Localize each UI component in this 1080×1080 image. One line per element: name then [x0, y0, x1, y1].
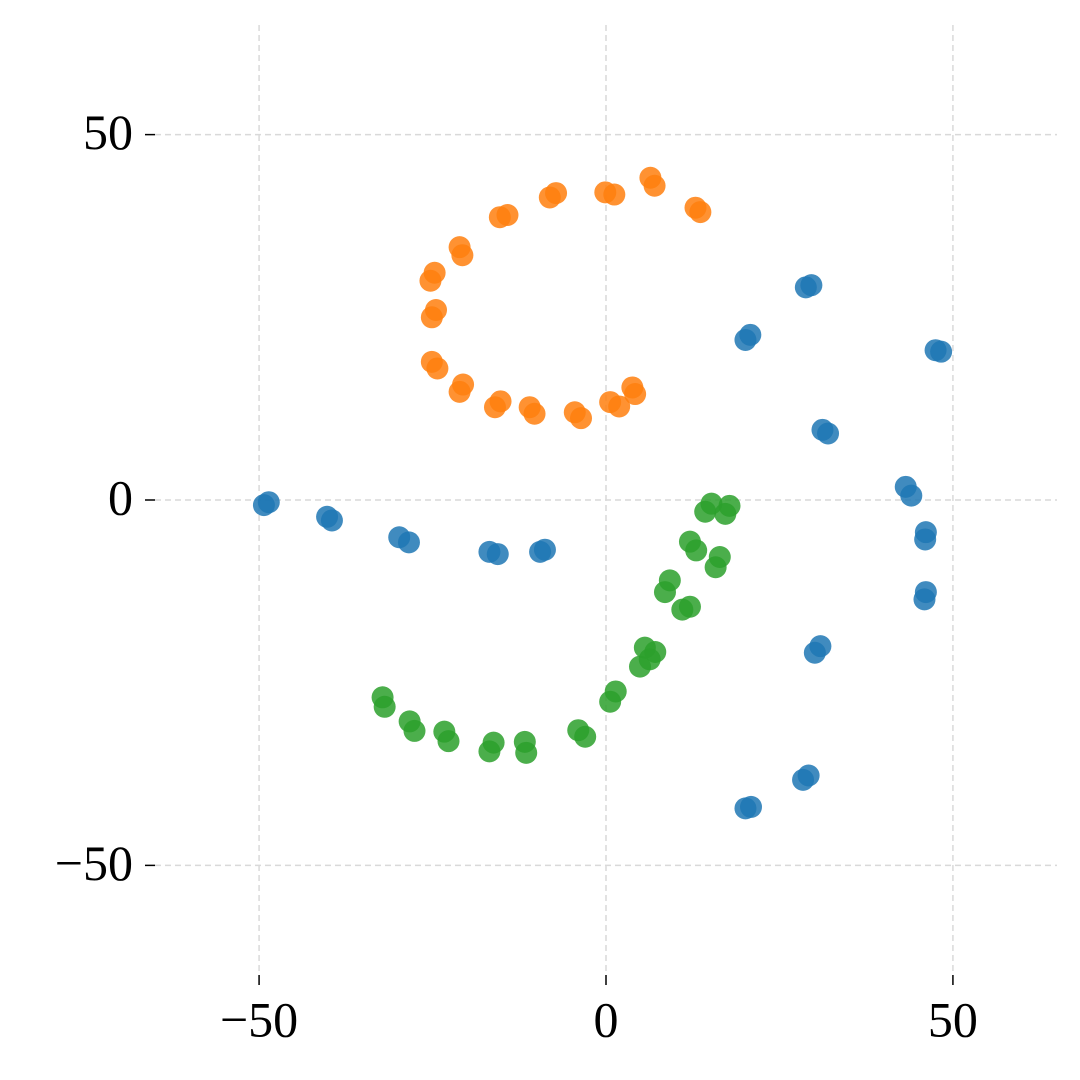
- point: [523, 402, 546, 425]
- point: [689, 201, 712, 224]
- point: [489, 390, 512, 413]
- point: [397, 531, 420, 554]
- point: [603, 183, 626, 206]
- point: [914, 528, 937, 551]
- point: [419, 269, 442, 292]
- point: [671, 598, 694, 621]
- point: [451, 244, 474, 267]
- point: [740, 795, 763, 818]
- point: [718, 494, 741, 517]
- y-tick-label: 0: [108, 469, 133, 525]
- x-tick-label: 0: [594, 991, 619, 1047]
- point: [403, 719, 426, 742]
- point: [452, 373, 475, 396]
- point: [426, 357, 449, 380]
- point: [604, 680, 627, 703]
- point: [643, 174, 666, 197]
- point: [371, 686, 394, 709]
- y-tick-label: −50: [55, 835, 133, 891]
- point: [739, 323, 762, 346]
- point: [257, 491, 280, 514]
- point: [803, 641, 826, 664]
- point: [567, 719, 590, 742]
- point: [900, 484, 923, 507]
- point: [800, 274, 823, 297]
- point: [708, 546, 731, 568]
- point: [437, 730, 460, 753]
- point: [817, 422, 840, 445]
- y-tick-label: 50: [83, 104, 133, 160]
- point: [628, 655, 651, 678]
- point: [496, 204, 519, 226]
- point: [320, 509, 343, 532]
- point: [482, 731, 505, 754]
- point: [425, 299, 448, 321]
- point: [930, 340, 953, 363]
- point: [515, 741, 538, 764]
- point: [792, 768, 815, 791]
- point: [685, 539, 708, 562]
- point: [545, 182, 568, 205]
- point: [570, 407, 593, 430]
- point: [529, 540, 552, 563]
- point: [608, 395, 631, 418]
- point: [658, 569, 681, 592]
- point: [913, 588, 936, 611]
- x-tick-label: −50: [220, 991, 298, 1047]
- x-tick-label: 50: [928, 991, 978, 1047]
- point: [633, 636, 656, 659]
- point: [624, 383, 647, 406]
- point: [486, 543, 509, 566]
